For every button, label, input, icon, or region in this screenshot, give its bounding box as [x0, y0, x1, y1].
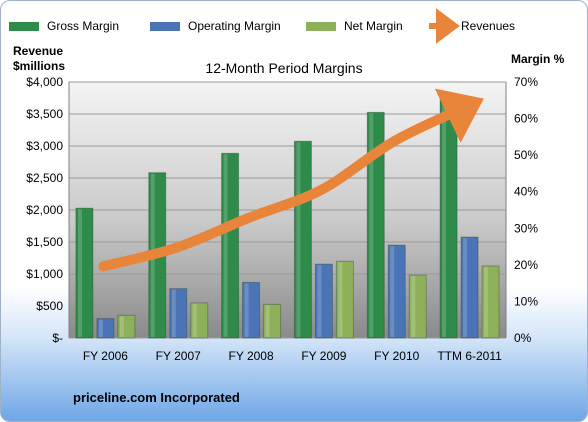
- right-tick-label: 20%: [514, 258, 538, 272]
- gross-margin-bar: [75, 207, 94, 339]
- category-label: FY 2009: [301, 349, 346, 363]
- net-bar-highlight: [484, 266, 489, 337]
- operating-margin-bar: [242, 281, 261, 339]
- net-margin-bar: [408, 274, 427, 339]
- left-tick-label: $1,500: [26, 235, 63, 249]
- y-axis-right-label: Margin %: [511, 52, 565, 66]
- gross-bar-highlight: [223, 154, 228, 337]
- legend-operating-swatch: [150, 22, 180, 31]
- right-tick-label: 30%: [514, 221, 538, 235]
- right-tick-label: 50%: [514, 148, 538, 162]
- left-tick-label: $4,000: [26, 75, 63, 89]
- left-tick-label: $2,000: [26, 203, 63, 217]
- gross-bar-highlight: [369, 113, 374, 338]
- revenue-line-layer: [98, 88, 484, 272]
- left-tick-labels: $- $500 $1,000 $1,500 $2,000 $2,500 $3,000 $3,5…: [26, 75, 63, 345]
- operating-bar-highlight: [171, 289, 176, 337]
- net-margin-bar: [481, 265, 500, 339]
- legend-revenue-label: Revenues: [461, 19, 515, 33]
- gross-margin-bar: [293, 140, 312, 339]
- gross-bar-highlight: [77, 209, 82, 337]
- gross-margin-bar: [221, 152, 240, 339]
- operating-margin-bar: [460, 236, 479, 339]
- legend-gross-label: Gross Margin: [47, 19, 119, 33]
- operating-bar-highlight: [98, 319, 103, 337]
- net-margin-bar: [117, 314, 136, 339]
- left-tick-label: $3,500: [26, 107, 63, 121]
- left-tick-label: $-: [52, 331, 63, 345]
- operating-margin-bar: [387, 244, 406, 339]
- net-margin-bar: [335, 260, 354, 339]
- operating-margin-bar: [96, 318, 115, 339]
- gross-bar-highlight: [442, 98, 447, 337]
- operating-margin-bar: [314, 263, 333, 339]
- operating-margin-bar: [169, 288, 188, 339]
- right-tick-label: 40%: [514, 185, 538, 199]
- legend: Gross Margin Operating Margin Net Margin Re…: [9, 8, 515, 44]
- category-label: FY 2010: [374, 349, 419, 363]
- right-tick-labels: 0% 10% 20% 30% 40% 50% 60% 70%: [514, 75, 538, 345]
- legend-operating-label: Operating Margin: [188, 19, 281, 33]
- left-tick-label: $1,000: [26, 267, 63, 281]
- left-tick-label: $2,500: [26, 171, 63, 185]
- left-tick-label: $500: [36, 299, 63, 313]
- operating-bar-highlight: [463, 238, 468, 337]
- net-bar-highlight: [338, 262, 343, 337]
- legend-gross-swatch: [9, 22, 39, 31]
- bars: [75, 96, 500, 339]
- gross-margin-bar: [366, 111, 385, 339]
- operating-bar-highlight: [317, 265, 322, 337]
- legend-net-label: Net Margin: [344, 19, 403, 33]
- net-bar-highlight: [119, 316, 124, 337]
- chart-title: 12-Month Period Margins: [205, 60, 362, 76]
- net-margin-bar: [190, 302, 209, 339]
- category-labels: FY 2006 FY 2007 FY 2008 FY 2009 FY 2010 TTM 6…: [83, 349, 502, 363]
- net-bar-highlight: [265, 305, 270, 337]
- right-tick-label: 60%: [514, 112, 538, 126]
- category-label: FY 2008: [229, 349, 274, 363]
- right-tick-label: 0%: [514, 331, 532, 345]
- net-bar-highlight: [192, 303, 197, 337]
- y-axis-left-label-line2: $millions: [13, 59, 65, 73]
- gross-bar-highlight: [296, 142, 301, 337]
- y-axis-left-label-line1: Revenue: [13, 44, 63, 58]
- revenue-line: [98, 88, 484, 272]
- legend-net-swatch: [306, 22, 336, 31]
- net-bar-highlight: [411, 276, 416, 337]
- right-tick-label: 10%: [514, 294, 538, 308]
- category-label: FY 2006: [83, 349, 128, 363]
- net-margin-bar: [263, 303, 282, 339]
- right-tick-label: 70%: [514, 75, 538, 89]
- category-label: TTM 6-2011: [437, 349, 502, 363]
- gridlines: [68, 81, 507, 339]
- left-tick-label: $3,000: [26, 139, 63, 153]
- operating-bar-highlight: [390, 246, 395, 337]
- operating-bar-highlight: [244, 283, 249, 337]
- company-footer: priceline.com Incorporated: [73, 390, 240, 405]
- category-label: FY 2007: [156, 349, 201, 363]
